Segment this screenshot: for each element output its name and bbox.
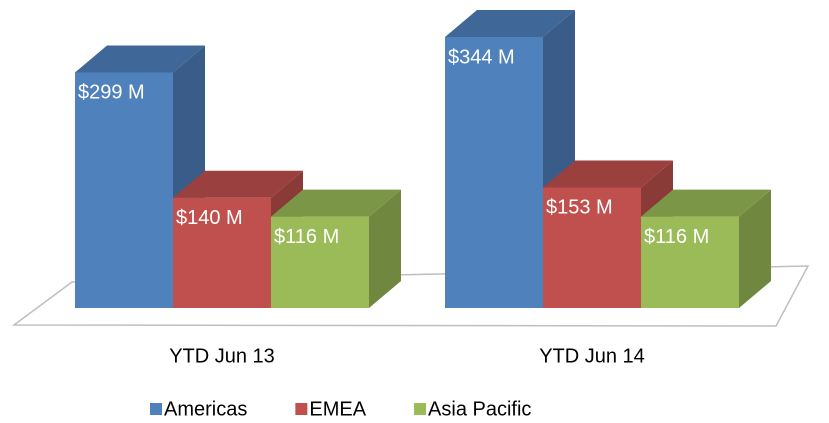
legend-swatch	[150, 403, 162, 415]
value-label: $140 M	[176, 207, 243, 229]
value-label: $116 M	[644, 226, 709, 248]
bar	[173, 197, 271, 308]
bar-side	[369, 189, 401, 308]
bar	[75, 72, 173, 308]
legend-label: EMEA	[309, 398, 366, 420]
bar-top	[75, 45, 205, 73]
x-tick-label: YTD Jun 13	[169, 345, 275, 367]
bar	[543, 187, 641, 308]
value-label: $299 M	[78, 82, 145, 104]
bar	[641, 216, 739, 308]
legend-label: Americas	[164, 398, 247, 420]
value-label: $116 M	[274, 226, 339, 248]
bar-top	[641, 189, 771, 217]
bar-top	[445, 10, 575, 37]
bar	[271, 216, 369, 308]
legend-swatch	[295, 403, 308, 415]
legend-swatch	[414, 403, 427, 415]
bar	[445, 37, 543, 308]
bar-side	[739, 189, 771, 308]
x-tick-label: YTD Jun 14	[539, 345, 645, 367]
value-label: $153 M	[546, 197, 613, 219]
bar-top	[543, 160, 673, 188]
bar-top	[173, 170, 303, 198]
value-label: $344 M	[448, 46, 515, 68]
bar-top	[271, 189, 401, 217]
legend-label: Asia Pacific	[428, 398, 531, 420]
